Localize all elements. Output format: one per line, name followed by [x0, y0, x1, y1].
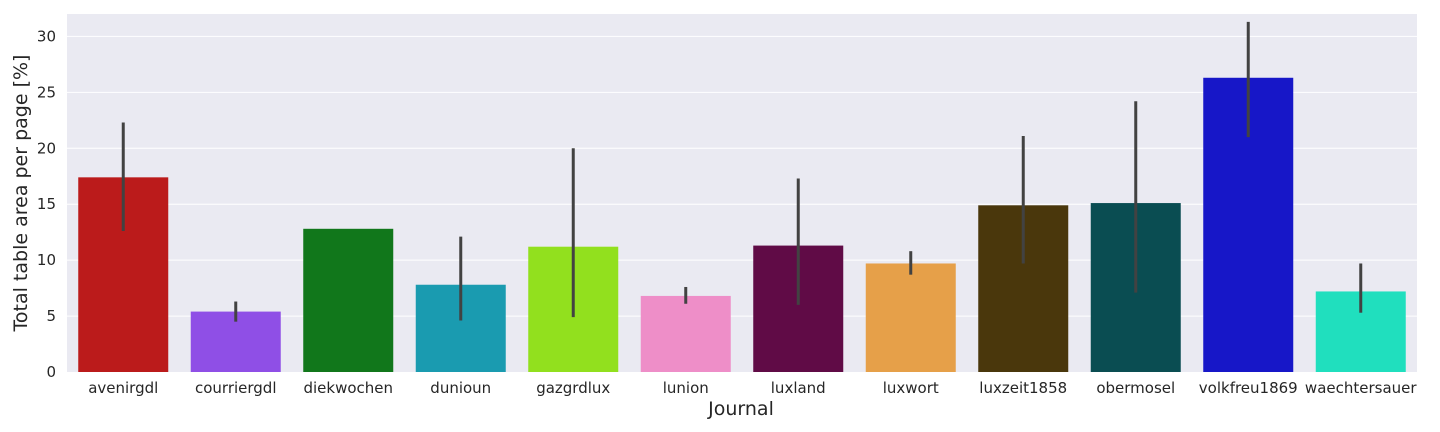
y-tick-label-15: 15 [37, 195, 56, 213]
y-tick-label-5: 5 [46, 307, 56, 325]
x-tick-label-courriergdl: courriergdl [195, 379, 277, 397]
bar-luxwort [865, 263, 956, 372]
x-tick-label-diekwochen: diekwochen [303, 379, 393, 397]
x-tick-labels: avenirgdl courriergdl diekwochen dunioun gaz… [88, 379, 1417, 397]
x-tick-label-luxwort: luxwort [883, 379, 939, 397]
y-tick-label-10: 10 [37, 251, 56, 269]
x-tick-label-luxland: luxland [771, 379, 826, 397]
x-tick-label-lunion: lunion [663, 379, 709, 397]
x-tick-label-dunioun: dunioun [430, 379, 491, 397]
y-tick-label-20: 20 [37, 139, 56, 157]
x-axis-title: Journal [707, 398, 774, 420]
bar-diekwochen [303, 228, 394, 372]
plot-background [67, 14, 1417, 372]
x-tick-label-gazgrdlux: gazgrdlux [536, 379, 610, 397]
y-tick-label-0: 0 [46, 363, 56, 381]
bar-lunion [640, 295, 731, 372]
y-tick-label-25: 25 [37, 83, 56, 101]
grid-lines [67, 35, 1417, 317]
y-tick-label-30: 30 [37, 27, 56, 45]
x-tick-label-luxzeit1858: luxzeit1858 [979, 379, 1067, 397]
y-tick-labels: 0 5 10 15 20 25 30 [37, 27, 56, 381]
x-tick-label-volkfreu1869: volkfreu1869 [1199, 379, 1298, 397]
x-tick-label-avenirgdl: avenirgdl [88, 379, 158, 397]
x-tick-label-waechtersauer: waechtersauer [1305, 379, 1417, 397]
x-tick-label-obermosel: obermosel [1096, 379, 1175, 397]
y-axis-title: Total table area per page [%] [10, 55, 32, 333]
error-bars-group [121, 21, 1363, 322]
